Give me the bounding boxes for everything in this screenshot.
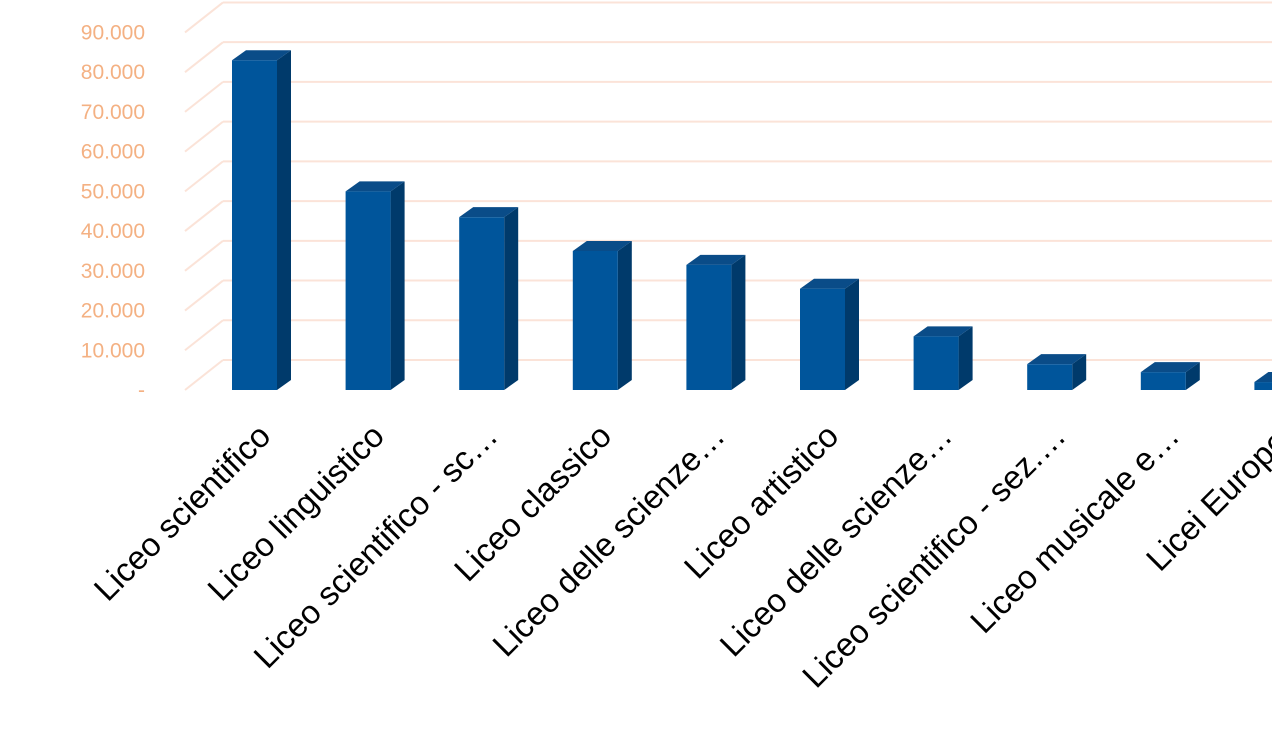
y-tick-label: 90.000	[81, 21, 145, 44]
bar	[913, 336, 959, 390]
y-tick-label: 10.000	[81, 339, 145, 362]
bar-side	[390, 181, 405, 390]
bar	[800, 288, 845, 390]
bar-top	[1027, 354, 1087, 365]
bar-top	[913, 326, 973, 337]
y-tick-label: 70.000	[81, 101, 145, 124]
bar-top	[1140, 362, 1200, 373]
gridline-diagonal	[184, 319, 224, 352]
bar-side	[1072, 354, 1087, 390]
bar-side	[617, 240, 632, 390]
bars	[232, 50, 1272, 391]
bar-top	[800, 278, 859, 289]
bar	[1140, 372, 1186, 390]
gridline-diagonal	[184, 41, 224, 73]
bar	[1254, 382, 1272, 390]
bar	[572, 250, 618, 390]
bar-side	[845, 278, 859, 390]
bar	[345, 191, 391, 390]
bar-side	[731, 254, 746, 390]
bar	[232, 60, 277, 390]
y-tick-label: 50.000	[81, 180, 145, 203]
bar-top	[572, 240, 632, 251]
gridline-diagonal	[184, 1, 224, 34]
y-tick-label: 40.000	[81, 220, 145, 243]
bar-top	[459, 207, 519, 218]
gridline-diagonal	[184, 81, 224, 113]
gridline-diagonal	[184, 200, 224, 232]
bar-side	[958, 326, 973, 390]
gridline-diagonal	[184, 240, 224, 272]
bar-top	[232, 50, 291, 61]
y-tick-label: 80.000	[81, 61, 145, 84]
bar-top	[345, 181, 405, 192]
bar-side	[504, 207, 519, 390]
bar	[686, 264, 732, 390]
bar	[459, 217, 505, 390]
gridline-diagonal	[184, 160, 224, 193]
gridline-diagonal	[184, 359, 224, 391]
bar-side	[277, 50, 291, 391]
y-tick-label: -	[138, 379, 145, 402]
y-tick-label: 30.000	[81, 260, 145, 283]
y-tick-label: 60.000	[81, 141, 145, 164]
y-axis-ticks: - 10.000 20.000 30.000 40.000 50.000 60.000 70.…	[81, 21, 145, 402]
bar	[1027, 364, 1073, 390]
x-tick-label: Liceo musicale e…	[963, 417, 1186, 640]
bar-side	[1185, 362, 1200, 390]
bar-top	[1254, 372, 1272, 383]
gridline-diagonal	[184, 279, 224, 312]
gridline-diagonal	[184, 120, 224, 153]
bar-top	[686, 254, 746, 265]
y-tick-label: 20.000	[81, 300, 145, 323]
